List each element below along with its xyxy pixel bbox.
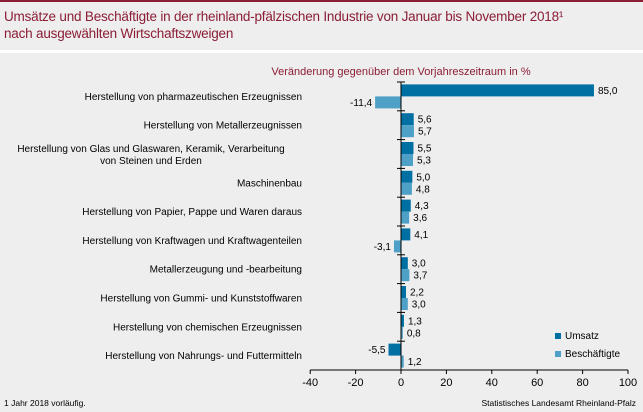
category-label: Herstellung von Papier, Pappe und Waren …: [82, 207, 302, 218]
source-label: Statistisches Landesamt Rheinland-Pfalz: [482, 398, 637, 408]
footnote: 1 Jahr 2018 vorläufig.: [4, 398, 86, 408]
value-label-beschaeftigte: 5,7: [418, 127, 432, 138]
legend-swatch-beschaeftigte: [555, 351, 561, 357]
top-accent-bar: [0, 0, 643, 2]
bar-beschaeftigte: [401, 355, 404, 368]
value-label-beschaeftigte: 3,6: [413, 213, 427, 224]
category-label: Metallerzeugung und -bearbeitung: [150, 265, 302, 276]
axes-group: -40 -20 0 20 40 60 80 100: [302, 81, 637, 389]
bar-umsatz: [401, 170, 413, 183]
value-label-beschaeftigte: 4,8: [416, 184, 430, 195]
bar-beschaeftigte: [375, 96, 401, 109]
value-label-umsatz: 4,1: [414, 230, 428, 241]
bar-beschaeftigte: [401, 298, 408, 310]
bar-beschaeftigte: [401, 154, 414, 166]
bar-beschaeftigte: [401, 182, 412, 195]
bar-umsatz: [401, 257, 408, 270]
value-label-umsatz: 3,0: [412, 259, 426, 270]
chart-title-line-2: nach ausgewählten Wirtschaftszweigen: [4, 26, 234, 41]
chart-header: Umsätze und Beschäftigte in der rheinlan…: [0, 2, 643, 50]
chart-area: [0, 53, 643, 412]
bar-beschaeftigte: [393, 240, 401, 253]
x-tick-label: 20: [440, 377, 452, 389]
bar-umsatz: [401, 228, 411, 241]
bar-umsatz: [388, 343, 401, 356]
bar-umsatz: [401, 113, 414, 126]
legend-swatch-umsatz: [555, 333, 561, 339]
value-label-beschaeftigte: -11,4: [350, 98, 372, 109]
value-label-beschaeftigte: 0,8: [407, 328, 421, 339]
legend-label-beschaeftigte: Beschäftigte: [565, 349, 620, 360]
bar-beschaeftigte: [401, 326, 403, 339]
x-tick-label: 0: [398, 377, 404, 389]
category-label: Herstellung von chemischen Erzeugnissen: [113, 322, 302, 333]
value-label-beschaeftigte: -3,1: [374, 242, 392, 253]
category-label: Herstellung von Kraftwagen und Kraftwage…: [82, 236, 302, 247]
category-label: Herstellung von pharmazeutischen Erzeugn…: [85, 92, 302, 103]
category-label: Herstellung von Nahrungs- und Futtermitt…: [105, 351, 302, 362]
value-label-beschaeftigte: 3,0: [412, 300, 426, 311]
bar-umsatz: [401, 286, 406, 298]
value-label-umsatz: -5,5: [368, 345, 386, 356]
x-tick-label: 60: [531, 377, 543, 389]
value-label-beschaeftigte: 3,7: [413, 271, 427, 282]
bar-umsatz: [401, 199, 411, 212]
bar-beschaeftigte: [401, 125, 414, 138]
value-label-umsatz: 2,2: [410, 288, 424, 299]
category-label-line: Herstellung von Glas und Glaswaren, Kera…: [17, 144, 284, 155]
category-label-line: von Steinen und Erden: [100, 156, 202, 167]
value-label-umsatz: 1,3: [408, 316, 422, 327]
legend-label-umsatz: Umsatz: [565, 331, 599, 342]
category-label: Maschinenbau: [237, 178, 302, 189]
x-tick-label: -20: [348, 377, 364, 389]
value-labels: 85,0 -11,4 5,65,7 5,55,3 5,04,8 4,33,6 4,1 -3,1…: [350, 86, 618, 368]
bar-beschaeftigte: [401, 211, 410, 224]
chart-title: Umsätze und Beschäftigte in der rheinlan…: [4, 8, 634, 42]
category-label: Herstellung von Glas und Glaswaren, Kera…: [17, 144, 284, 167]
value-label-beschaeftigte: 1,2: [408, 357, 422, 368]
legend: Umsatz Beschäftigte: [555, 331, 620, 360]
value-label-umsatz: 4,3: [415, 201, 429, 212]
category-label: Herstellung von Gummi- und Kunststoffwar…: [100, 294, 302, 305]
value-label-umsatz: 5,0: [416, 172, 430, 183]
value-label-beschaeftigte: 5,3: [417, 156, 431, 167]
chart-subtitle: Veränderung gegenüber dem Vorjahreszeitr…: [271, 66, 530, 78]
bars-group: [375, 84, 594, 368]
x-tick-label: 40: [486, 377, 498, 389]
x-tick-label: 100: [619, 377, 637, 389]
value-label-umsatz: 85,0: [598, 86, 618, 97]
category-labels: Herstellung von pharmazeutischen Erzeugn…: [17, 92, 302, 362]
x-tick-label: 80: [576, 377, 588, 389]
chart-title-line-1: Umsätze und Beschäftigte in der rheinlan…: [4, 9, 564, 24]
value-label-umsatz: 5,5: [417, 144, 431, 155]
bar-beschaeftigte: [401, 269, 410, 282]
category-label: Herstellung von Metallerzeugnissen: [144, 121, 302, 132]
value-label-umsatz: 5,6: [418, 115, 432, 126]
x-tick-label: -40: [302, 377, 318, 389]
bar-umsatz: [401, 314, 404, 327]
bar-umsatz: [401, 142, 414, 154]
bar-umsatz: [401, 84, 594, 97]
